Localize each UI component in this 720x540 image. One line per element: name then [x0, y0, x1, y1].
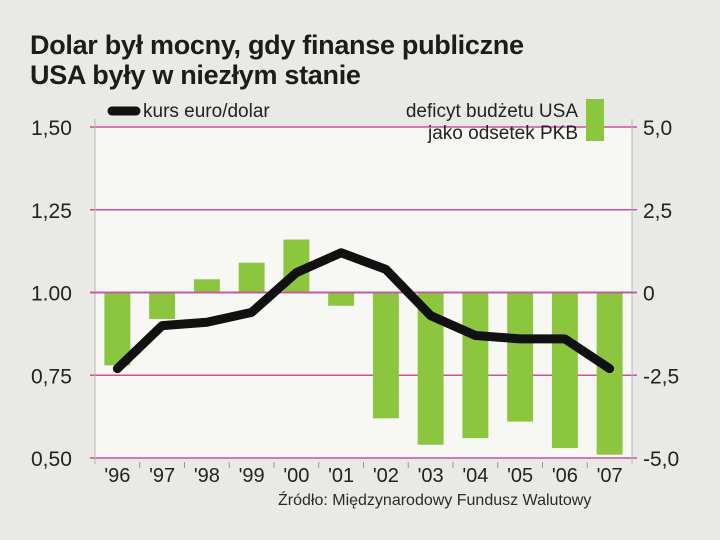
exchange-rate-point-04 — [473, 334, 477, 338]
left-tick-label: 1.00 — [31, 283, 72, 306]
legend-bar-swatch — [586, 99, 604, 141]
source-note: Źródło: Międzynarodowy Fundusz Walutowy — [278, 492, 592, 509]
x-tick-label: '96 — [104, 465, 130, 487]
right-tick-label: -5,0 — [643, 448, 679, 471]
exchange-rate-point-05 — [518, 337, 522, 341]
exchange-rate-point-00 — [294, 271, 298, 275]
left-tick-label: 1,50 — [31, 117, 72, 140]
legend-line-label: kurs euro/dolar — [143, 101, 270, 122]
legend-bar-label-line-2: jako odsetek PKB — [427, 123, 578, 144]
x-tick-label: '01 — [328, 465, 354, 487]
chart-title-line-1: Dolar był mocny, gdy finanse publiczne — [30, 30, 524, 60]
exchange-rate-point-07 — [608, 367, 612, 371]
left-tick-label: 0,75 — [31, 365, 72, 388]
x-tick-label: '97 — [149, 465, 175, 487]
right-tick-label: -2,5 — [643, 365, 679, 388]
bar-06 — [551, 292, 578, 449]
exchange-rate-point-97 — [160, 324, 164, 328]
x-tick-label: '98 — [194, 465, 220, 487]
x-tick-label: '05 — [507, 465, 533, 487]
chart-title: Dolar był mocny, gdy finanse publiczne U… — [30, 30, 670, 90]
bar-01 — [328, 292, 355, 306]
x-tick-label: '00 — [283, 465, 309, 487]
left-tick-label: 1,25 — [31, 200, 72, 223]
exchange-rate-point-99 — [250, 310, 254, 314]
x-tick-label: '99 — [239, 465, 265, 487]
bar-04 — [462, 292, 489, 439]
x-tick-label: '04 — [462, 465, 488, 487]
right-tick-label: 2,5 — [643, 200, 672, 223]
right-tick-label: 0 — [643, 283, 655, 306]
exchange-rate-point-96 — [115, 367, 119, 371]
bar-05 — [507, 292, 534, 422]
exchange-rate-point-06 — [563, 337, 567, 341]
exchange-rate-point-01 — [339, 251, 343, 255]
exchange-rate-point-98 — [205, 320, 209, 324]
x-tick-label: '07 — [597, 465, 623, 487]
left-tick-label: 0,50 — [31, 448, 72, 471]
exchange-rate-line — [112, 248, 615, 374]
x-tick-label: '06 — [552, 465, 578, 487]
legend-bar-label-line-1: deficyt budżetu USA — [406, 101, 578, 122]
right-tick-label: 5,0 — [643, 117, 672, 140]
bar-98 — [193, 279, 220, 293]
exchange-rate-point-03 — [429, 314, 433, 318]
x-tick-label: '02 — [373, 465, 399, 487]
bar-07 — [596, 292, 623, 455]
chart-title-line-2: USA były w niezłym stanie — [30, 60, 361, 90]
exchange-rate-point-02 — [384, 267, 388, 271]
bar-96 — [104, 292, 131, 366]
x-tick-label: '03 — [418, 465, 444, 487]
bar-97 — [149, 292, 176, 319]
bar-99 — [238, 262, 265, 293]
bar-02 — [372, 292, 399, 419]
